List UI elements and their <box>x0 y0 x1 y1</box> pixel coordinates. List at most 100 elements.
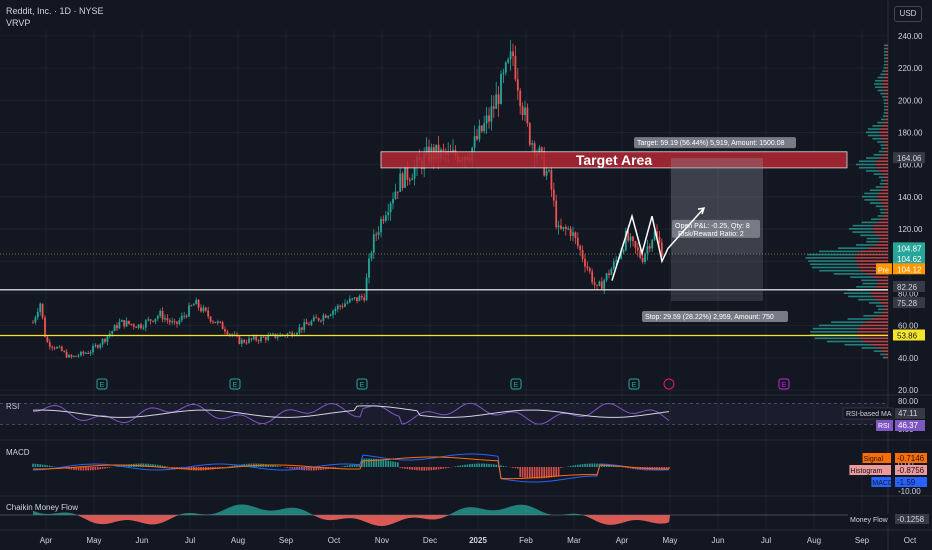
candle-body <box>363 297 366 301</box>
volume-profile-bar-up <box>867 128 880 130</box>
volume-profile-bar-down <box>879 131 888 134</box>
candle-body <box>660 242 663 257</box>
volume-profile-bar-up <box>883 67 887 69</box>
volume-profile-bar-down <box>856 331 888 333</box>
macd-histogram-bar <box>425 467 428 471</box>
volume-profile-bar-down <box>885 147 888 150</box>
macd-histogram-bar <box>73 467 75 470</box>
macd-tick-label: -10.00 <box>898 487 921 496</box>
macd-histogram-bar <box>543 467 545 479</box>
macd-histogram-bar <box>416 467 418 471</box>
candle-body <box>269 334 272 336</box>
candle-body <box>514 56 517 80</box>
macd-histogram-bar <box>291 467 293 469</box>
macd-histogram-bar <box>97 467 99 470</box>
candle-body <box>382 219 385 221</box>
candle-body <box>209 316 212 322</box>
macd-histogram-bar <box>399 467 401 468</box>
candle-body <box>478 125 481 140</box>
macd-histogram-bar <box>526 467 529 478</box>
time-axis-label: Oct <box>328 536 341 545</box>
candle-body <box>238 336 241 344</box>
macd-histogram-bar <box>529 467 531 479</box>
volume-profile-bar-down <box>877 221 888 224</box>
macd-histogram-bar <box>589 463 591 467</box>
rsi-line <box>32 402 670 425</box>
volume-profile-bar-down <box>877 195 888 198</box>
candle-body <box>34 317 37 323</box>
candle-body <box>308 324 310 326</box>
macd-histogram-bar <box>409 467 411 470</box>
volume-profile-bar-down <box>878 199 888 201</box>
volume-profile-bar-up <box>876 305 884 307</box>
volume-profile-bar-down <box>886 108 888 111</box>
macd-histogram-bar <box>286 467 289 468</box>
candle-body <box>370 252 373 259</box>
candle-body <box>560 225 562 229</box>
candle-body <box>497 94 500 104</box>
macd-histogram-bar <box>173 467 176 468</box>
candle-body <box>399 173 402 192</box>
candle-body <box>656 231 658 237</box>
cmf-label: Money Flow <box>850 517 889 524</box>
price-badge <box>893 263 925 275</box>
candle-body <box>63 350 66 352</box>
candle-body <box>622 250 625 253</box>
candle-body <box>41 303 44 318</box>
currency-button[interactable]: USD <box>894 6 922 22</box>
candle-body <box>80 351 82 356</box>
volume-profile-bar-up <box>818 324 861 327</box>
volume-profile-bar-down <box>883 89 888 92</box>
candle-body <box>502 72 505 74</box>
volume-profile-bar-down <box>882 86 888 89</box>
candle-body <box>154 318 157 322</box>
candle-body <box>267 335 270 340</box>
volume-profile-bar-up <box>811 266 858 269</box>
candle-body <box>149 319 152 321</box>
candle-body <box>504 62 507 73</box>
candle-body <box>572 232 574 236</box>
macd-histogram-bar <box>387 460 389 467</box>
macd-histogram-bar <box>591 463 593 467</box>
candle-body <box>276 336 279 338</box>
volume-profile-bar-down <box>884 182 888 185</box>
candle-body <box>344 303 346 307</box>
projection-arrowhead <box>697 207 706 215</box>
candle-body <box>72 355 75 357</box>
volume-profile-bar-up <box>883 105 887 108</box>
volume-profile-bar-up <box>871 218 882 220</box>
macd-histogram-bar <box>248 463 250 467</box>
candle-body <box>351 298 354 300</box>
macd-signal-line <box>32 456 670 480</box>
candle-body <box>147 319 150 321</box>
candle-body <box>495 94 498 109</box>
macd-histogram-bar <box>149 463 152 467</box>
candle-body <box>480 125 483 132</box>
time-axis-label: Nov <box>375 536 389 545</box>
macd-histogram-bar <box>34 463 37 467</box>
cmf-area-negative <box>33 515 670 526</box>
volume-profile-bar-up <box>882 96 886 98</box>
candle-body <box>252 336 255 340</box>
candle-body <box>77 355 80 357</box>
macd-histogram-bar <box>481 463 483 467</box>
earnings-marker <box>628 378 640 390</box>
macd-histogram-bar <box>389 460 392 467</box>
volume-profile-bar-down <box>855 253 888 256</box>
candle-body <box>231 334 234 336</box>
candle-body <box>87 352 90 354</box>
candle-body <box>406 166 409 180</box>
volume-profile-bar-up <box>852 224 874 227</box>
macd-badge-value: -1.59 <box>897 478 916 487</box>
macd-histogram-bar <box>397 462 399 467</box>
price-badge <box>893 252 925 264</box>
price-badge-label: 104.12 <box>897 265 922 274</box>
macd-histogram-bar <box>661 467 663 470</box>
volume-profile-bar-down <box>857 327 888 330</box>
price-tick-label: 160.00 <box>898 161 923 170</box>
volume-profile-bar-up <box>883 54 887 56</box>
macd-histogram-bar <box>533 467 536 479</box>
macd-histogram-bar <box>298 467 301 470</box>
macd-histogram-bar <box>142 463 145 467</box>
